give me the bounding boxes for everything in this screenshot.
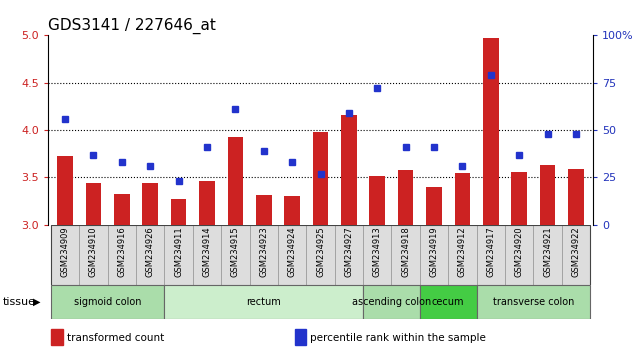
Bar [483, 38, 499, 225]
Text: GSM234918: GSM234918 [401, 227, 410, 277]
Bar [142, 183, 158, 225]
Bar [505, 225, 533, 285]
Bar [306, 225, 335, 285]
Text: GSM234910: GSM234910 [89, 227, 98, 277]
Bar [171, 199, 187, 225]
Text: GSM234914: GSM234914 [203, 227, 212, 277]
Bar [420, 225, 448, 285]
Bar [363, 285, 420, 319]
Text: ▶: ▶ [33, 297, 41, 307]
Bar [278, 225, 306, 285]
Text: sigmoid colon: sigmoid colon [74, 297, 142, 307]
Bar [285, 196, 300, 225]
Bar [57, 156, 73, 225]
Text: GSM234911: GSM234911 [174, 227, 183, 277]
Bar [228, 137, 243, 225]
Text: ascending colon: ascending colon [352, 297, 431, 307]
Text: transverse colon: transverse colon [493, 297, 574, 307]
Bar [249, 225, 278, 285]
Bar [165, 285, 363, 319]
Text: GSM234926: GSM234926 [146, 227, 154, 277]
Text: GSM234924: GSM234924 [288, 227, 297, 277]
Text: GDS3141 / 227646_at: GDS3141 / 227646_at [48, 18, 216, 34]
Bar [221, 225, 249, 285]
Bar [363, 225, 392, 285]
Bar [512, 172, 527, 225]
Bar [540, 165, 555, 225]
Bar [256, 195, 272, 225]
Bar [562, 225, 590, 285]
Bar [568, 169, 584, 225]
Bar [398, 170, 413, 225]
Text: GSM234921: GSM234921 [543, 227, 552, 277]
Bar [199, 181, 215, 225]
Bar [476, 225, 505, 285]
Text: rectum: rectum [246, 297, 281, 307]
Text: GSM234916: GSM234916 [117, 227, 126, 277]
Text: GSM234922: GSM234922 [571, 227, 580, 277]
Bar [108, 225, 136, 285]
Bar [392, 225, 420, 285]
Bar [313, 132, 328, 225]
Text: GSM234925: GSM234925 [316, 227, 325, 277]
Bar [369, 176, 385, 225]
Text: tissue: tissue [3, 297, 36, 307]
Text: GSM234923: GSM234923 [259, 227, 268, 277]
Text: GSM234912: GSM234912 [458, 227, 467, 277]
Bar [533, 225, 562, 285]
Text: percentile rank within the sample: percentile rank within the sample [310, 333, 486, 343]
Text: GSM234920: GSM234920 [515, 227, 524, 277]
Bar [136, 225, 165, 285]
Text: GSM234909: GSM234909 [61, 227, 70, 277]
Bar [51, 225, 79, 285]
Text: GSM234917: GSM234917 [487, 227, 495, 277]
Text: GSM234919: GSM234919 [429, 227, 438, 277]
Bar [420, 285, 476, 319]
Bar [454, 173, 470, 225]
Bar [86, 183, 101, 225]
Bar [335, 225, 363, 285]
Text: GSM234915: GSM234915 [231, 227, 240, 277]
Text: GSM234913: GSM234913 [373, 227, 382, 277]
Text: transformed count: transformed count [67, 333, 164, 343]
Bar [165, 225, 193, 285]
Bar [79, 225, 108, 285]
Bar [448, 225, 476, 285]
Bar [51, 285, 165, 319]
Bar [114, 194, 129, 225]
Bar [193, 225, 221, 285]
Bar [476, 285, 590, 319]
Text: GSM234927: GSM234927 [344, 227, 353, 277]
Text: cecum: cecum [432, 297, 465, 307]
Bar [341, 115, 356, 225]
Bar [426, 187, 442, 225]
